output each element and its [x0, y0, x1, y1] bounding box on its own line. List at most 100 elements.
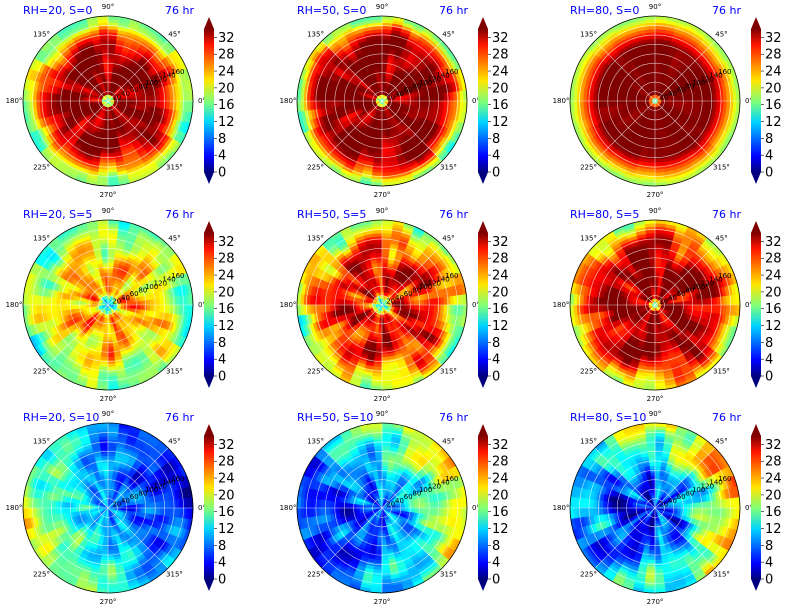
contour-cell — [618, 95, 623, 102]
contour-cell — [84, 301, 89, 306]
contour-cell — [107, 84, 111, 89]
angular-tick-label: 270° — [647, 191, 664, 199]
contour-cell — [365, 98, 370, 102]
contour-cell — [78, 96, 83, 102]
contour-cell — [127, 100, 132, 105]
contour-cell — [654, 71, 660, 76]
contour-cell — [652, 113, 656, 118]
contour-cell — [414, 95, 419, 102]
contour-cell — [687, 95, 692, 102]
angular-tick-label: 90° — [102, 3, 114, 11]
angular-tick-label: 90° — [649, 3, 661, 11]
colorbar-tick-label: 28 — [218, 48, 235, 63]
radial-tick-label: 160 — [171, 68, 184, 76]
contour-cell — [133, 100, 138, 106]
contour-cell — [352, 96, 357, 102]
colorbar-tick-label: 12 — [218, 115, 235, 130]
colorbar-extend-max — [751, 17, 761, 29]
panel-title: RH=80, S=0 — [570, 4, 639, 17]
colorbar-tick-label: 20 — [218, 81, 235, 96]
angular-tick-label: 225° — [307, 163, 324, 171]
contour-cell — [649, 64, 656, 69]
contour-cell — [130, 100, 135, 105]
contour-cell — [628, 97, 633, 102]
contour-cell — [654, 64, 661, 69]
contour-cell — [107, 68, 113, 73]
colorbar-tick-label: 24 — [765, 65, 782, 80]
contour-cell — [120, 304, 125, 308]
contour-cell — [140, 299, 145, 306]
panel-grid: 20 40 60 801001201401600°45°90°135°180°225°… — [6, 3, 782, 606]
contour-cell — [674, 100, 679, 105]
contour-cell — [91, 302, 96, 306]
polar-panel: 20 40 60 801001201401600°45°90°135°180°225°… — [6, 3, 235, 199]
contour-cell — [81, 97, 86, 102]
contour-cell — [376, 133, 383, 138]
contour-cell — [355, 97, 360, 102]
colorbar-tick-label: 20 — [492, 81, 509, 96]
contour-cell — [394, 100, 399, 104]
contour-cell — [381, 84, 385, 89]
radial-tick-label: 40 — [121, 90, 130, 98]
contour-cell — [381, 68, 387, 73]
angular-tick-label: 315° — [440, 163, 457, 171]
contour-cell — [78, 300, 83, 306]
colorbar-tick-label: 32 — [492, 31, 509, 46]
radial-tick-label: 20 — [112, 93, 121, 101]
colorbar-tick-label: 0 — [218, 166, 226, 181]
contour-cell — [136, 100, 141, 106]
contour-cell — [140, 100, 145, 107]
angular-tick-label: 45° — [168, 31, 180, 39]
contour-cell — [105, 113, 109, 118]
radial-tick-label: 20 — [386, 93, 395, 101]
radial-tick-label: 60 — [404, 86, 413, 94]
angular-tick-label: 180° — [6, 97, 23, 105]
colorbar-body — [751, 29, 761, 172]
contour-cell — [638, 98, 643, 102]
contour-cell — [654, 77, 659, 82]
angular-tick-label: 135° — [580, 31, 597, 39]
contour-cell — [140, 304, 145, 311]
contour-cell — [107, 71, 113, 76]
contour-cell — [410, 100, 415, 106]
contour-cell — [381, 133, 388, 138]
panel-time-label: 76 hr — [165, 4, 194, 17]
contour-cell — [654, 68, 660, 73]
contour-cell — [381, 74, 386, 79]
contour-cell — [349, 96, 354, 102]
contour-cell — [381, 71, 387, 76]
contour-cell — [102, 337, 109, 342]
colorbar-tick-label: 28 — [492, 48, 509, 63]
contour-cell — [377, 129, 383, 134]
contour-cell — [130, 304, 135, 309]
colorbar-tick-label: 0 — [765, 166, 773, 181]
contour-cell — [104, 327, 109, 332]
contour-cell — [625, 96, 630, 102]
contour-cell — [107, 288, 111, 293]
colorbar-tick-label: 20 — [765, 81, 782, 96]
angular-tick-label: 45° — [442, 31, 454, 39]
contour-cell — [345, 95, 350, 102]
panel-title: RH=20, S=0 — [23, 4, 92, 17]
angular-tick-label: 225° — [33, 163, 50, 171]
contour-cell — [140, 95, 145, 102]
contour-cell — [107, 133, 114, 138]
colorbar-tick-label: 32 — [765, 31, 782, 46]
angular-tick-label: 45° — [715, 31, 727, 39]
contour-cell — [651, 120, 656, 125]
contour-cell — [71, 299, 76, 306]
radial-tick-label: 40 — [395, 90, 404, 98]
contour-cell — [71, 100, 76, 107]
contour-cell — [133, 304, 138, 310]
contour-cell — [404, 100, 409, 105]
contour-cell — [654, 84, 658, 89]
contour-cell — [414, 100, 419, 107]
angular-tick-label: 180° — [280, 97, 297, 105]
angular-tick-label: 315° — [166, 163, 183, 171]
radial-tick-label: 60 — [130, 86, 139, 94]
colorbar-extend-min — [478, 172, 488, 184]
contour-cell — [71, 95, 76, 102]
contour-cell — [71, 304, 76, 311]
